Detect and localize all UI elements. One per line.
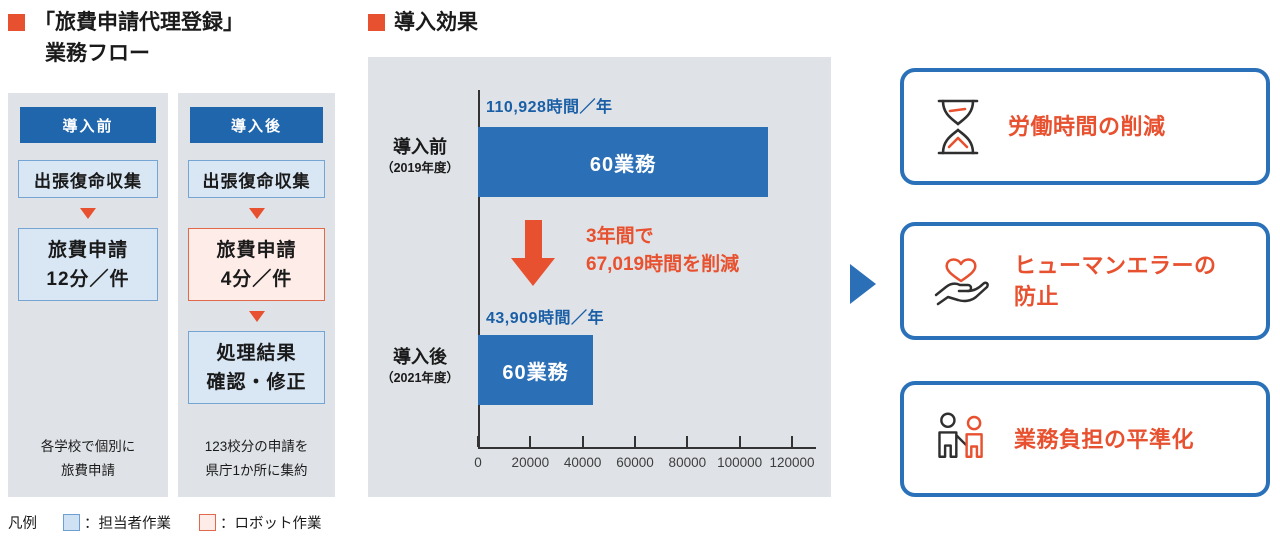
bar-before-label: 60業務 bbox=[589, 153, 657, 176]
bar-after: 60業務 bbox=[478, 335, 593, 405]
flow-step-check-line2: 確認・修正 bbox=[206, 371, 307, 393]
flow-caption-before: 各学校で個別に 旅費申請 bbox=[8, 435, 168, 483]
x-tick-mark bbox=[529, 436, 532, 447]
value-label-before: 110,928時間／年 bbox=[486, 99, 613, 116]
flow-caption-after: 123校分の申請を 県庁1か所に集約 bbox=[178, 435, 335, 483]
annotation-line2: 67,019時間を削減 bbox=[586, 254, 740, 275]
x-tick-mark bbox=[738, 436, 741, 447]
flow-step-collect-before: 出張復命収集 bbox=[18, 160, 158, 198]
benefit-workload-label: 業務負担の平準化 bbox=[1014, 426, 1195, 452]
benefit-box-error-prevention: ヒューマンエラーの 防止 bbox=[900, 222, 1270, 340]
flow-step-apply-after-robot: 旅費申請 4分／件 bbox=[188, 228, 325, 301]
legend-item-staff: ：担当者作業 bbox=[63, 512, 171, 533]
bar-before: 60業務 bbox=[478, 127, 768, 197]
orange-square-bullet-icon bbox=[8, 14, 25, 31]
legend-item-robot: ：ロボット作業 bbox=[199, 512, 322, 533]
y-axis-line bbox=[478, 90, 480, 449]
flow-column-after: 導入後 出張復命収集 旅費申請 4分／件 処理結果 確認・修正 123校分の申請… bbox=[178, 93, 335, 497]
category-after-sub: （2021年度） bbox=[381, 371, 459, 385]
people-icon bbox=[932, 411, 990, 467]
category-before-sub: （2019年度） bbox=[381, 161, 459, 175]
flow-step-check-after: 処理結果 確認・修正 bbox=[188, 331, 325, 404]
benefit-time-reduction-label: 労働時間の削減 bbox=[1008, 114, 1166, 139]
flow-step-collect-before-label: 出張復命収集 bbox=[34, 171, 142, 191]
flow-section-title: 「旅費申請代理登録」 業務フロー bbox=[8, 7, 244, 69]
x-tick-mark bbox=[686, 436, 689, 447]
benefit-box-time-reduction: 労働時間の削減 bbox=[900, 68, 1270, 185]
flow-step-collect-after-label: 出張復命収集 bbox=[202, 171, 311, 191]
benefit-error-prevention-label: ヒューマンエラーの 防止 bbox=[1014, 250, 1217, 312]
x-tick-label: 100000 bbox=[717, 455, 763, 470]
legend-swatch-staff-icon bbox=[63, 514, 80, 531]
x-tick-mark bbox=[634, 436, 636, 447]
down-triangle-icon bbox=[80, 208, 96, 219]
right-triangle-icon bbox=[850, 264, 876, 304]
hourglass-icon bbox=[932, 98, 984, 156]
x-tick-label: 60000 bbox=[616, 455, 654, 470]
value-label-after: 43,909時間／年 bbox=[486, 310, 604, 327]
category-label-before: 導入前 （2019年度） bbox=[368, 134, 472, 176]
bar-after-label: 60業務 bbox=[502, 361, 569, 384]
category-label-after: 導入後 （2021年度） bbox=[368, 344, 472, 386]
x-tick-label: 80000 bbox=[668, 455, 707, 470]
flow-header-before: 導入前 bbox=[20, 107, 156, 143]
reduction-annotation: 3年間で 67,019時間を削減 bbox=[586, 223, 739, 279]
flow-step-apply-before: 旅費申請 12分／件 bbox=[18, 228, 158, 301]
x-axis-line bbox=[478, 447, 816, 449]
flow-step-check-line1: 処理結果 bbox=[216, 342, 297, 364]
category-before-main: 導入前 bbox=[393, 137, 447, 157]
reduction-arrow-icon bbox=[511, 220, 555, 286]
flow-step-apply-before-line2: 12分／件 bbox=[46, 268, 130, 290]
legend-swatch-robot-icon bbox=[199, 514, 216, 531]
x-tick-mark bbox=[477, 436, 479, 447]
x-tick-label: 120000 bbox=[769, 455, 815, 470]
x-tick-label: 40000 bbox=[563, 455, 602, 470]
flow-title-text: 「旅費申請代理登録」 業務フロー bbox=[34, 7, 244, 69]
flow-caption-before-line1: 各学校で個別に bbox=[40, 439, 136, 454]
flow-caption-after-line2: 県庁1か所に集約 bbox=[205, 463, 308, 478]
flow-title-line1: 「旅費申請代理登録」 bbox=[34, 11, 244, 34]
benefit-error-line1: ヒューマンエラーの bbox=[1014, 253, 1217, 278]
flow-step-apply-before-line1: 旅費申請 bbox=[47, 239, 128, 261]
benefit-error-line2: 防止 bbox=[1014, 284, 1060, 309]
heart-hand-icon bbox=[932, 253, 990, 309]
flow-caption-before-line2: 旅費申請 bbox=[61, 463, 115, 478]
legend-item-robot-label: ：ロボット作業 bbox=[220, 516, 322, 532]
orange-square-bullet-icon bbox=[368, 14, 385, 31]
flow-step-apply-after-line1: 旅費申請 bbox=[216, 239, 297, 261]
flow-header-after: 導入後 bbox=[190, 107, 323, 143]
x-tick-mark bbox=[791, 436, 793, 447]
benefit-box-workload-leveling: 業務負担の平準化 bbox=[900, 381, 1270, 497]
x-tick-mark bbox=[581, 436, 584, 447]
legend-item-staff-label: ：担当者作業 bbox=[84, 516, 171, 532]
down-triangle-icon bbox=[248, 311, 265, 322]
x-tick-label: 20000 bbox=[511, 455, 550, 470]
effect-title-text: 導入効果 bbox=[394, 11, 478, 34]
legend: 凡例 ：担当者作業 ：ロボット作業 bbox=[8, 512, 322, 533]
down-triangle-icon bbox=[248, 208, 265, 219]
x-tick-label: 0 bbox=[474, 455, 482, 470]
annotation-line1: 3年間で bbox=[586, 226, 654, 247]
category-after-main: 導入後 bbox=[393, 347, 447, 367]
flow-caption-after-line1: 123校分の申請を bbox=[204, 439, 309, 454]
flow-step-apply-after-line2: 4分／件 bbox=[220, 268, 293, 290]
bar-chart: 導入前 （2019年度） 110,928時間／年 60業務 3年間で 67,01… bbox=[368, 57, 831, 497]
flow-step-collect-after: 出張復命収集 bbox=[188, 160, 325, 198]
flow-column-before: 導入前 出張復命収集 旅費申請 12分／件 各学校で個別に 旅費申請 bbox=[8, 93, 168, 497]
flow-title-line2: 業務フロー bbox=[45, 42, 150, 65]
effect-section-title: 導入効果 bbox=[368, 7, 478, 38]
legend-title: 凡例 bbox=[8, 516, 37, 532]
